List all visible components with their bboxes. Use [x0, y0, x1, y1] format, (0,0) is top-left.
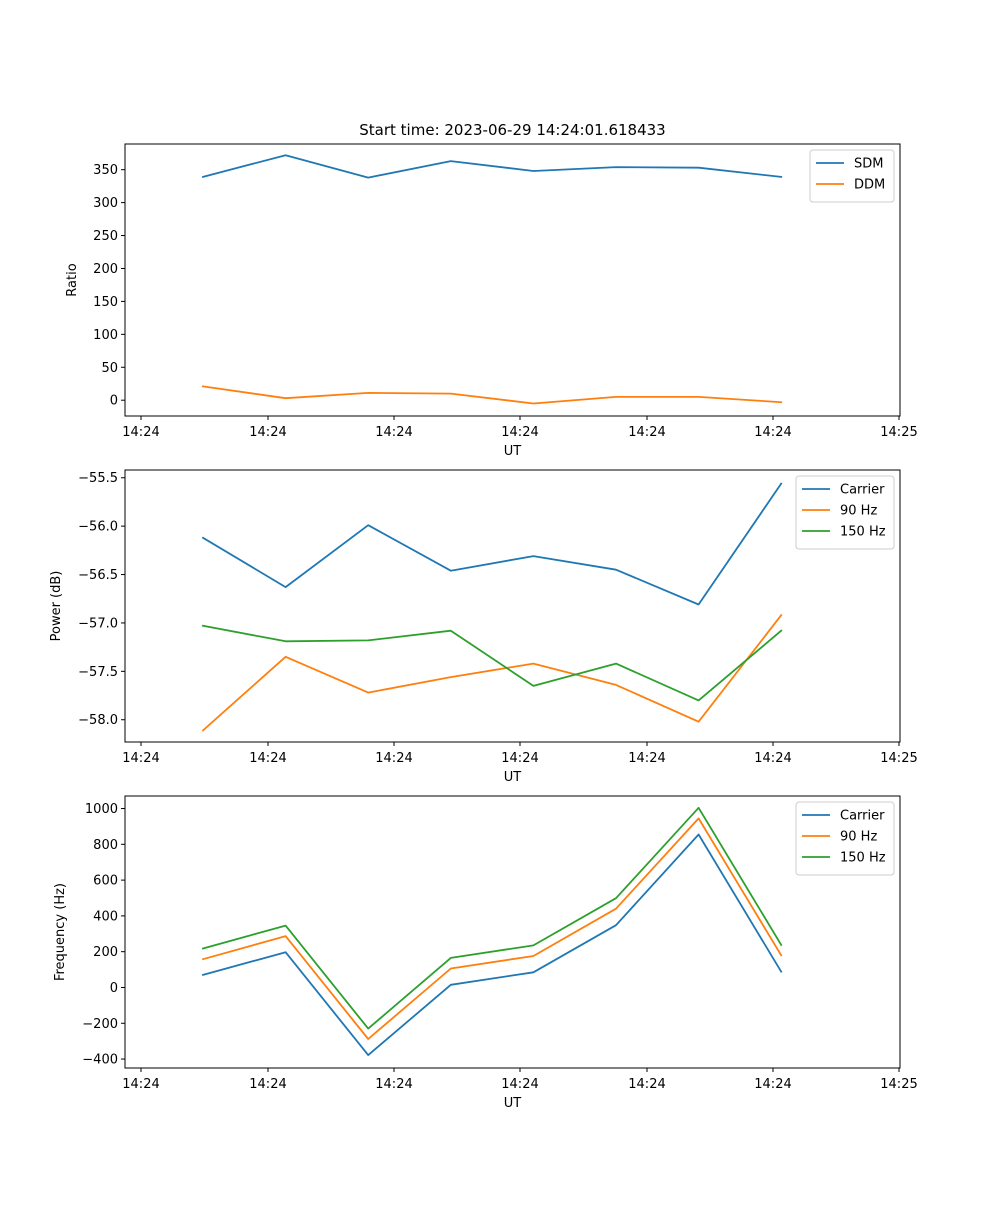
- legend: Carrier 90 Hz 150 Hz: [795, 801, 895, 876]
- axes-frame: [124, 795, 901, 1069]
- y-axis-label: Ratio: [65, 263, 80, 296]
- y-tick-label: 800: [93, 838, 118, 853]
- x-tick-label: 14:25: [880, 425, 917, 440]
- y-axis-label: Frequency (Hz): [53, 883, 68, 981]
- series-line-3-1: [201, 833, 783, 1056]
- x-axis-label: UT: [504, 770, 522, 785]
- y-tick-label: 300: [93, 196, 118, 211]
- axes-frame: [124, 469, 901, 743]
- y-tick-label: −200: [82, 1017, 118, 1032]
- x-tick-label: 14:24: [249, 425, 286, 440]
- y-tick-label: −56.0: [78, 520, 118, 535]
- series-line-1-1: [201, 154, 783, 179]
- y-tick-label: −56.5: [78, 568, 118, 583]
- axes-frame: [124, 143, 901, 417]
- legend-label: 150 Hz: [840, 851, 886, 866]
- x-tick-label: 14:24: [754, 1077, 791, 1092]
- series-line-3-2: [201, 817, 783, 1040]
- y-tick-label: −55.5: [78, 471, 118, 486]
- legend: SDM DDM: [809, 149, 895, 203]
- legend-label: SDM: [854, 157, 883, 172]
- y-tick-label: 200: [93, 945, 118, 960]
- x-axis-label: UT: [504, 1096, 522, 1111]
- x-tick-label: 14:24: [501, 425, 538, 440]
- legend-label: 90 Hz: [840, 830, 877, 845]
- x-tick-label: 14:24: [122, 751, 159, 766]
- x-tick-label: 14:24: [754, 425, 791, 440]
- legend: Carrier 90 Hz 150 Hz: [795, 475, 895, 550]
- y-tick-label: 1000: [85, 802, 118, 817]
- legend-label: Carrier: [840, 809, 885, 824]
- x-tick-label: 14:24: [375, 425, 412, 440]
- y-tick-label: 150: [93, 295, 118, 310]
- x-tick-label: 14:24: [501, 751, 538, 766]
- series-line-1-2: [201, 385, 783, 405]
- y-tick-label: 50: [101, 361, 118, 376]
- legend-label: 90 Hz: [840, 504, 877, 519]
- y-tick-label: 400: [93, 909, 118, 924]
- legend-label: Carrier: [840, 483, 885, 498]
- x-tick-label: 14:24: [375, 1077, 412, 1092]
- y-tick-label: 0: [110, 981, 118, 996]
- y-tick-label: 0: [110, 394, 118, 409]
- y-axis-label: Power (dB): [49, 571, 64, 642]
- series-line-2-2: [201, 613, 783, 732]
- series-line-2-1: [201, 482, 783, 606]
- legend-label: 150 Hz: [840, 525, 886, 540]
- x-tick-label: 14:24: [122, 425, 159, 440]
- x-tick-label: 14:25: [880, 1077, 917, 1092]
- x-tick-label: 14:24: [628, 751, 665, 766]
- panel-1: 14:24 14:24 14:24 14:24 14:24 14:24 14:25 0 50 10…: [65, 121, 918, 459]
- panel-3: 14:24 14:24 14:24 14:24 14:24 14:24 14:25 −400 −…: [53, 795, 918, 1111]
- y-tick-label: 200: [93, 262, 118, 277]
- x-tick-label: 14:24: [628, 425, 665, 440]
- y-tick-label: −400: [82, 1053, 118, 1068]
- x-tick-label: 14:24: [122, 1077, 159, 1092]
- x-tick-label: 14:25: [880, 751, 917, 766]
- x-axis-label: UT: [504, 444, 522, 459]
- series-line-2-3: [201, 624, 783, 702]
- x-tick-label: 14:24: [375, 751, 412, 766]
- y-tick-label: 600: [93, 874, 118, 889]
- y-tick-label: 350: [93, 163, 118, 178]
- y-tick-label: 100: [93, 328, 118, 343]
- x-tick-label: 14:24: [628, 1077, 665, 1092]
- y-tick-label: −57.0: [78, 616, 118, 631]
- panel-2: 14:24 14:24 14:24 14:24 14:24 14:24 14:25 −58.0…: [49, 469, 918, 785]
- x-tick-label: 14:24: [754, 751, 791, 766]
- x-tick-label: 14:24: [249, 751, 286, 766]
- x-tick-label: 14:24: [249, 1077, 286, 1092]
- y-tick-label: −57.5: [78, 665, 118, 680]
- chart-title: Start time: 2023-06-29 14:24:01.618433: [359, 121, 665, 139]
- series-line-3-3: [201, 806, 783, 1030]
- y-tick-label: 250: [93, 229, 118, 244]
- legend-label: DDM: [854, 178, 885, 193]
- y-tick-label: −58.0: [78, 713, 118, 728]
- x-tick-label: 14:24: [501, 1077, 538, 1092]
